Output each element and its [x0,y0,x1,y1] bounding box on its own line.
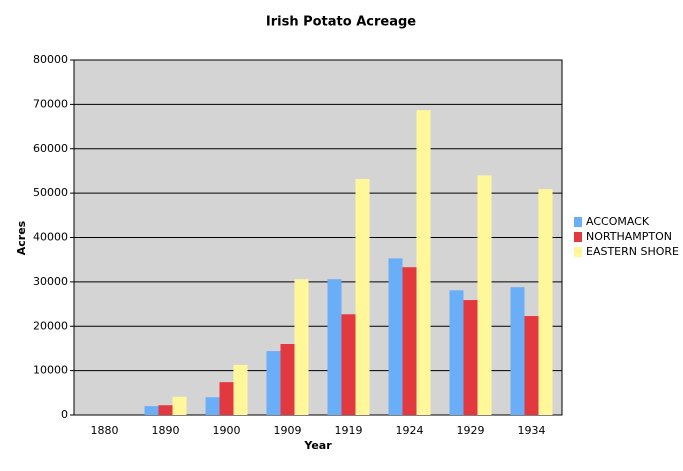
bar [294,279,309,415]
x-tick-label: 1929 [457,424,485,437]
bar [510,287,525,415]
legend-swatch [574,247,582,257]
x-tick-label: 1900 [213,424,241,437]
y-tick-label: 10000 [33,364,68,377]
bar [524,316,539,415]
y-tick-label: 50000 [33,186,68,199]
y-tick-label: 0 [61,408,68,421]
bar [158,405,173,415]
x-axis-title: Year [303,439,332,452]
y-tick-label: 80000 [33,53,68,66]
y-tick-label: 60000 [33,142,68,155]
y-tick-label: 70000 [33,97,68,110]
x-tick-label: 1934 [518,424,546,437]
x-tick-label: 1919 [335,424,363,437]
y-tick-label: 40000 [33,231,68,244]
bar [327,279,342,415]
y-tick-label: 20000 [33,319,68,332]
bar [266,351,281,415]
bar [172,396,187,415]
bar [463,300,478,415]
x-tick-label: 1890 [152,424,180,437]
bar [144,406,159,415]
bar [219,382,234,415]
bar [449,290,464,415]
y-axis-title: Acres [15,220,28,255]
bar [388,258,403,415]
legend-swatch [574,217,582,227]
chart-title: Irish Potato Acreage [266,15,416,30]
bar [538,189,553,415]
y-tick-label: 30000 [33,275,68,288]
bar [233,364,248,415]
legend-swatch [574,232,582,242]
legend-label: ACCOMACK [586,215,650,228]
bar [477,175,492,415]
bar [280,344,295,415]
legend-label: EASTERN SHORE [586,245,679,258]
x-tick-label: 1924 [396,424,424,437]
bar [205,397,220,415]
bar [416,110,431,416]
x-tick-label: 1909 [274,424,302,437]
x-tick-label: 1880 [91,424,119,437]
bar [402,267,417,415]
bar [341,314,356,415]
bar [355,178,370,415]
legend-label: NORTHAMPTON [586,230,672,243]
